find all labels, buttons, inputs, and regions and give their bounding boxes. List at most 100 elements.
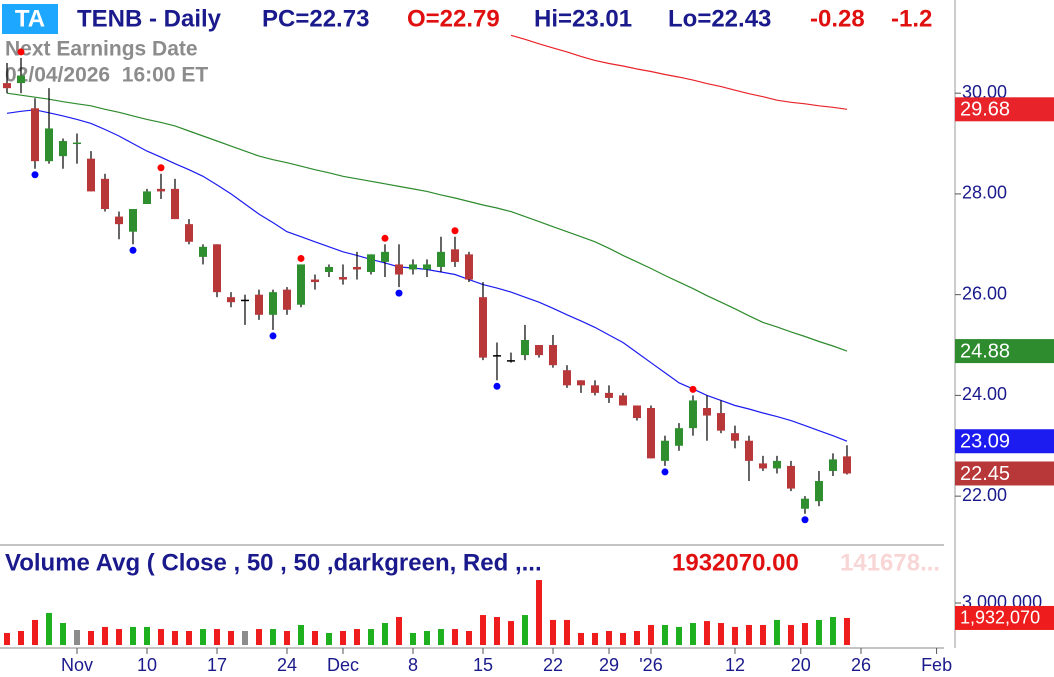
y-tick-label: 26.00 bbox=[962, 283, 1007, 303]
volume-bar bbox=[339, 631, 346, 645]
candle-body bbox=[646, 407, 655, 459]
volume-bar bbox=[269, 629, 276, 645]
volume-bar bbox=[577, 632, 584, 645]
symbol: TENB - Daily bbox=[77, 5, 222, 32]
x-tick-label: Nov bbox=[61, 655, 93, 675]
volume-bar bbox=[451, 629, 458, 645]
ma-line bbox=[6, 92, 848, 352]
candle-body bbox=[842, 456, 851, 474]
volume-bar bbox=[787, 624, 794, 645]
volume-bar bbox=[493, 617, 500, 645]
swing-high-dot bbox=[297, 254, 305, 262]
prev-close: PC=22.73 bbox=[262, 5, 369, 32]
volume-bar bbox=[3, 632, 10, 645]
candle-body bbox=[632, 405, 641, 419]
swing-high-dot bbox=[689, 385, 697, 393]
price-badge-label: 22.45 bbox=[960, 463, 1010, 485]
volume-bar bbox=[465, 631, 472, 645]
candle-body bbox=[758, 463, 767, 469]
candle-body bbox=[618, 395, 627, 406]
x-tick-label: 8 bbox=[408, 655, 418, 675]
volume-bar bbox=[535, 580, 542, 645]
candle-body bbox=[786, 465, 795, 489]
candle-body bbox=[352, 266, 361, 270]
candle-body bbox=[296, 264, 305, 305]
candle-body bbox=[394, 264, 403, 275]
volume-bar bbox=[297, 624, 304, 645]
x-tick-label: 22 bbox=[543, 655, 563, 675]
volume-bar bbox=[843, 617, 850, 645]
volume-bar bbox=[325, 632, 332, 645]
volume-bar bbox=[717, 623, 724, 645]
volume-bar bbox=[591, 632, 598, 645]
candle-body bbox=[212, 244, 221, 293]
swing-low-dot bbox=[129, 246, 137, 254]
volume-bar bbox=[605, 631, 612, 645]
candle-body bbox=[240, 299, 249, 302]
change-pct: -1.2 bbox=[891, 5, 932, 32]
price-badge-label: 29.68 bbox=[960, 99, 1010, 121]
volume-bar bbox=[143, 626, 150, 645]
candle-body bbox=[44, 128, 53, 162]
candle-body bbox=[604, 392, 613, 398]
swing-low-dot bbox=[801, 516, 809, 524]
x-tick-label: 26 bbox=[851, 655, 871, 675]
swing-high-dot bbox=[157, 164, 165, 172]
candle-body bbox=[562, 370, 571, 386]
swing-low-dot bbox=[31, 171, 39, 179]
volume-bar bbox=[283, 631, 290, 645]
volume-bar bbox=[703, 621, 710, 645]
x-tick-label: 12 bbox=[725, 655, 745, 675]
earnings-title: Next Earnings Date bbox=[5, 38, 198, 61]
badge: TA bbox=[15, 5, 45, 32]
swing-low-dot bbox=[269, 332, 277, 340]
candle-body bbox=[660, 440, 669, 461]
volume-bar bbox=[199, 629, 206, 645]
y-tick-label: 28.00 bbox=[962, 183, 1007, 203]
change: -0.28 bbox=[810, 5, 865, 32]
x-tick-label: 15 bbox=[473, 655, 493, 675]
candle-body bbox=[688, 400, 697, 429]
volume-prev: 141678... bbox=[840, 549, 940, 576]
candle-body bbox=[100, 178, 109, 210]
volume-bar bbox=[829, 617, 836, 645]
candle-body bbox=[184, 224, 193, 242]
candle-body bbox=[2, 83, 11, 89]
open: O=22.79 bbox=[407, 5, 500, 32]
candle-body bbox=[72, 142, 81, 145]
price-badge-label: 24.88 bbox=[960, 340, 1010, 362]
volume-bar bbox=[563, 619, 570, 645]
candle-body bbox=[128, 209, 137, 232]
volume-bar bbox=[255, 629, 262, 645]
volume-bar bbox=[675, 626, 682, 645]
y-tick-label: 24.00 bbox=[962, 384, 1007, 404]
candle-body bbox=[464, 254, 473, 280]
volume-bar bbox=[31, 619, 38, 645]
volume-bar bbox=[689, 623, 696, 645]
volume-title: Volume Avg ( Close , 50 , 50 ,darkgreen,… bbox=[5, 549, 542, 576]
swing-low-dot bbox=[395, 289, 403, 297]
swing-high-dot bbox=[451, 227, 459, 235]
candle-body bbox=[198, 246, 207, 257]
volume-bar bbox=[661, 624, 668, 645]
volume-badge bbox=[955, 605, 1054, 630]
volume-bar bbox=[633, 631, 640, 645]
swing-low-dot bbox=[493, 382, 501, 390]
volume-bar bbox=[507, 621, 514, 645]
candle-body bbox=[436, 251, 445, 267]
volume-bar bbox=[759, 624, 766, 645]
volume-bar bbox=[227, 631, 234, 645]
x-tick-label: Feb bbox=[921, 655, 952, 675]
low: Lo=22.43 bbox=[668, 5, 771, 32]
volume-bar bbox=[171, 631, 178, 645]
price-badge-label: 23.09 bbox=[960, 431, 1010, 453]
x-tick-label: 20 bbox=[791, 655, 811, 675]
badge-box bbox=[2, 4, 58, 34]
swing-high-dot bbox=[381, 234, 389, 242]
volume-bar bbox=[479, 615, 486, 645]
y-tick-label: 30.00 bbox=[962, 82, 1007, 102]
candle-body bbox=[422, 264, 431, 270]
candle-body bbox=[30, 108, 39, 162]
candle-body bbox=[506, 360, 515, 362]
